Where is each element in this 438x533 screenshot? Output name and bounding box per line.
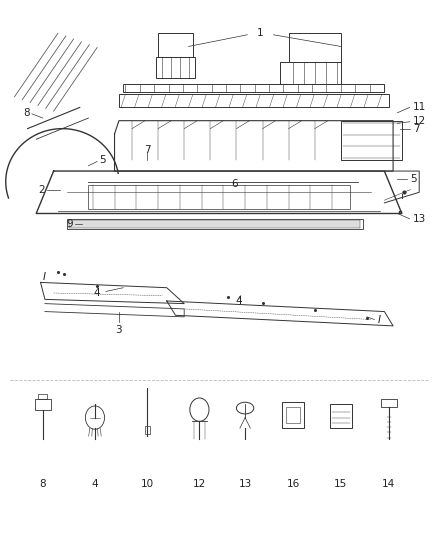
Text: 1: 1 — [257, 28, 264, 38]
Text: 11: 11 — [413, 102, 426, 112]
Text: 4: 4 — [94, 288, 100, 298]
Text: 8: 8 — [39, 479, 46, 489]
Bar — [123, 84, 385, 92]
Text: 7: 7 — [413, 124, 419, 134]
Text: 8: 8 — [23, 108, 30, 118]
Text: 7: 7 — [144, 145, 151, 155]
Bar — [145, 425, 150, 433]
Bar — [158, 33, 193, 57]
Bar — [39, 394, 47, 399]
Text: 12: 12 — [193, 479, 206, 489]
Text: 16: 16 — [286, 479, 300, 489]
Bar — [282, 402, 304, 428]
Bar — [156, 57, 195, 78]
Text: 6: 6 — [231, 179, 237, 189]
Text: 5: 5 — [99, 156, 106, 165]
Text: 4: 4 — [92, 479, 98, 489]
Text: 3: 3 — [116, 325, 122, 335]
Text: 13: 13 — [413, 214, 426, 224]
Text: 12: 12 — [413, 116, 426, 126]
Bar — [67, 219, 363, 229]
Text: 9: 9 — [67, 219, 73, 229]
Bar — [289, 33, 341, 62]
Bar — [35, 399, 50, 410]
Text: 15: 15 — [334, 479, 347, 489]
Bar — [330, 405, 352, 428]
Text: 10: 10 — [141, 479, 154, 489]
Text: I: I — [378, 314, 381, 325]
Bar — [280, 62, 341, 84]
Text: 4: 4 — [235, 296, 242, 306]
Text: 13: 13 — [238, 479, 252, 489]
Text: 14: 14 — [382, 479, 396, 489]
Bar — [119, 94, 389, 108]
Bar — [69, 220, 360, 228]
Bar — [341, 120, 402, 160]
Bar — [286, 407, 300, 423]
Text: 2: 2 — [38, 184, 45, 195]
Text: 5: 5 — [410, 174, 417, 184]
Bar — [381, 399, 396, 407]
Bar — [88, 185, 350, 209]
Text: I: I — [43, 272, 46, 282]
